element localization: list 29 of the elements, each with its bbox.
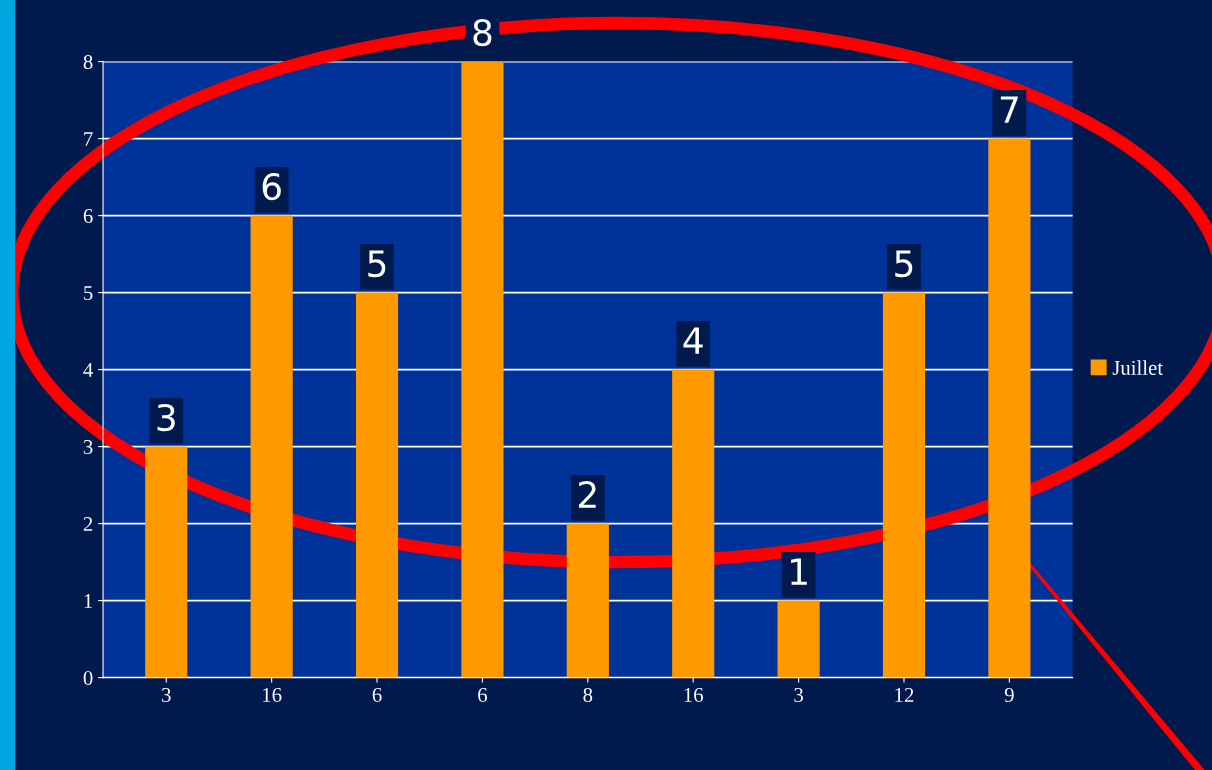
data-label: 1 [791,558,807,585]
x-tick-label: 16 [684,687,704,702]
y-tick-label: 1 [84,594,93,608]
x-tick-label: 6 [372,687,382,702]
x-tick-label: 6 [478,687,488,702]
data-label: 3 [157,403,175,432]
y-tick-label: 6 [83,209,93,224]
x-tick-label: 3 [162,687,171,702]
data-label: 5 [895,250,913,278]
data-label: 2 [578,480,596,508]
data-label: 7 [1000,96,1018,123]
y-tick-label: 8 [83,54,93,70]
legend-label: Juillet [1112,360,1164,375]
y-tick-label: 5 [84,286,93,301]
data-label: 5 [368,250,386,278]
y-tick-label: 7 [84,132,93,146]
bar [461,61,504,678]
x-tick-label: 9 [1004,687,1014,702]
data-label: 8 [473,18,492,47]
x-tick-label: 3 [794,687,803,702]
x-tick-label: 16 [263,687,282,702]
data-label: 4 [683,327,703,354]
y-tick-label: 2 [83,517,93,531]
y-tick-label: 0 [83,670,93,686]
x-tick-label: 8 [583,687,593,702]
y-tick-label: 3 [83,440,93,455]
x-tick-label: 12 [895,687,914,702]
data-label: 6 [262,172,281,201]
y-tick-label: 4 [83,363,93,377]
